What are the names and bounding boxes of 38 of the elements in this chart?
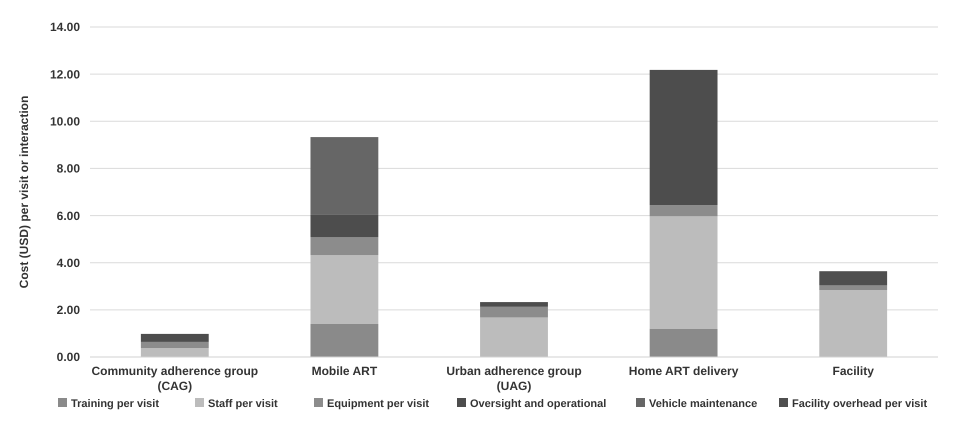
y-axis-title: Cost (USD) per visit or interaction [17, 96, 31, 288]
x-tick-label: Home ART delivery [628, 364, 739, 378]
x-tick-label: Community adherence group (CAG) [91, 364, 258, 393]
bar [140, 334, 209, 342]
bar [310, 137, 378, 215]
y-tick-label: 10.00 [50, 114, 80, 128]
bar [140, 348, 209, 357]
legend-label: Staff per visit [208, 398, 278, 410]
y-tick-label: 0.00 [56, 350, 80, 364]
legend-label: Oversight and operational [470, 398, 606, 410]
x-tick-label: Mobile ART [312, 364, 378, 378]
bar [650, 205, 718, 216]
y-tick-label: 14.00 [50, 20, 80, 34]
y-tick-label: 12.00 [50, 67, 80, 82]
bar [819, 285, 888, 290]
bar [140, 342, 209, 348]
bar [650, 216, 718, 329]
legend-label: Training per visit [71, 398, 160, 410]
y-tick-label: 8.00 [56, 162, 80, 176]
bar [819, 271, 888, 286]
y-tick-label: 6.00 [56, 208, 80, 223]
legend-label: Vehicle maintenance [649, 398, 758, 410]
bar [650, 70, 718, 206]
bar [310, 324, 378, 357]
bar [480, 306, 548, 318]
x-tick-label: Urban adherence group (UAG) [446, 364, 582, 393]
y-tick-label: 2.00 [56, 303, 80, 318]
bar [310, 255, 378, 324]
legend-label: Equipment per visit [327, 398, 430, 410]
legend-label: Facility overhead per visit [792, 398, 928, 410]
x-tick-label: Facility [832, 364, 874, 378]
bar [310, 214, 378, 238]
bar [650, 328, 718, 357]
bar [819, 290, 888, 357]
bar [310, 237, 378, 256]
y-tick-label: 4.00 [56, 256, 80, 270]
bar [480, 317, 548, 357]
bar [480, 302, 548, 307]
